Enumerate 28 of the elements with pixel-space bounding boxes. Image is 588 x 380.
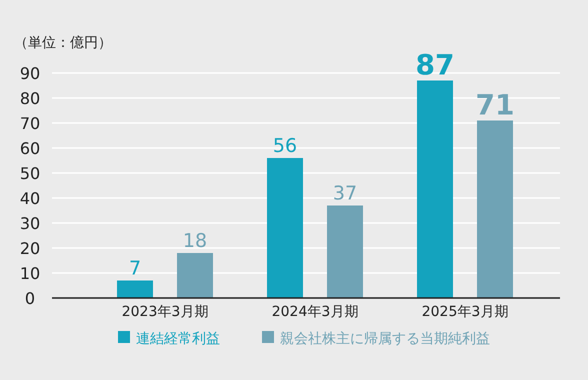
data-label: 7 xyxy=(128,258,142,280)
y-tick-label: 40 xyxy=(20,189,40,208)
legend-label: 親会社株主に帰属する当期純利益 xyxy=(280,331,490,347)
bar xyxy=(177,253,213,298)
y-tick-label: 90 xyxy=(20,64,40,83)
legend-label: 連結経常利益 xyxy=(136,331,220,347)
data-label: 56 xyxy=(272,135,298,157)
x-tick-label: 2025年3月期 xyxy=(422,304,508,320)
bar xyxy=(327,206,363,298)
data-label: 18 xyxy=(182,230,208,252)
x-tick-label: 2023年3月期 xyxy=(122,304,208,320)
y-tick-label: 20 xyxy=(20,239,40,258)
y-tick-label: 70 xyxy=(20,114,40,133)
bar xyxy=(267,158,303,298)
y-tick-label: 10 xyxy=(20,264,40,283)
y-tick-label: 50 xyxy=(20,164,40,183)
y-tick-label: 80 xyxy=(20,89,40,108)
bar xyxy=(417,80,453,298)
y-tick-label: 30 xyxy=(20,214,40,233)
data-label: 37 xyxy=(332,182,358,204)
data-label: 87 xyxy=(416,48,454,82)
y-tick-label: 0 xyxy=(24,289,36,308)
y-axis-title: （単位：億円） xyxy=(14,35,112,51)
y-tick-label: 60 xyxy=(20,139,40,158)
bar xyxy=(477,120,513,298)
data-label: 71 xyxy=(476,88,514,122)
x-tick-label: 2024年3月期 xyxy=(272,304,358,320)
bar xyxy=(117,280,153,298)
